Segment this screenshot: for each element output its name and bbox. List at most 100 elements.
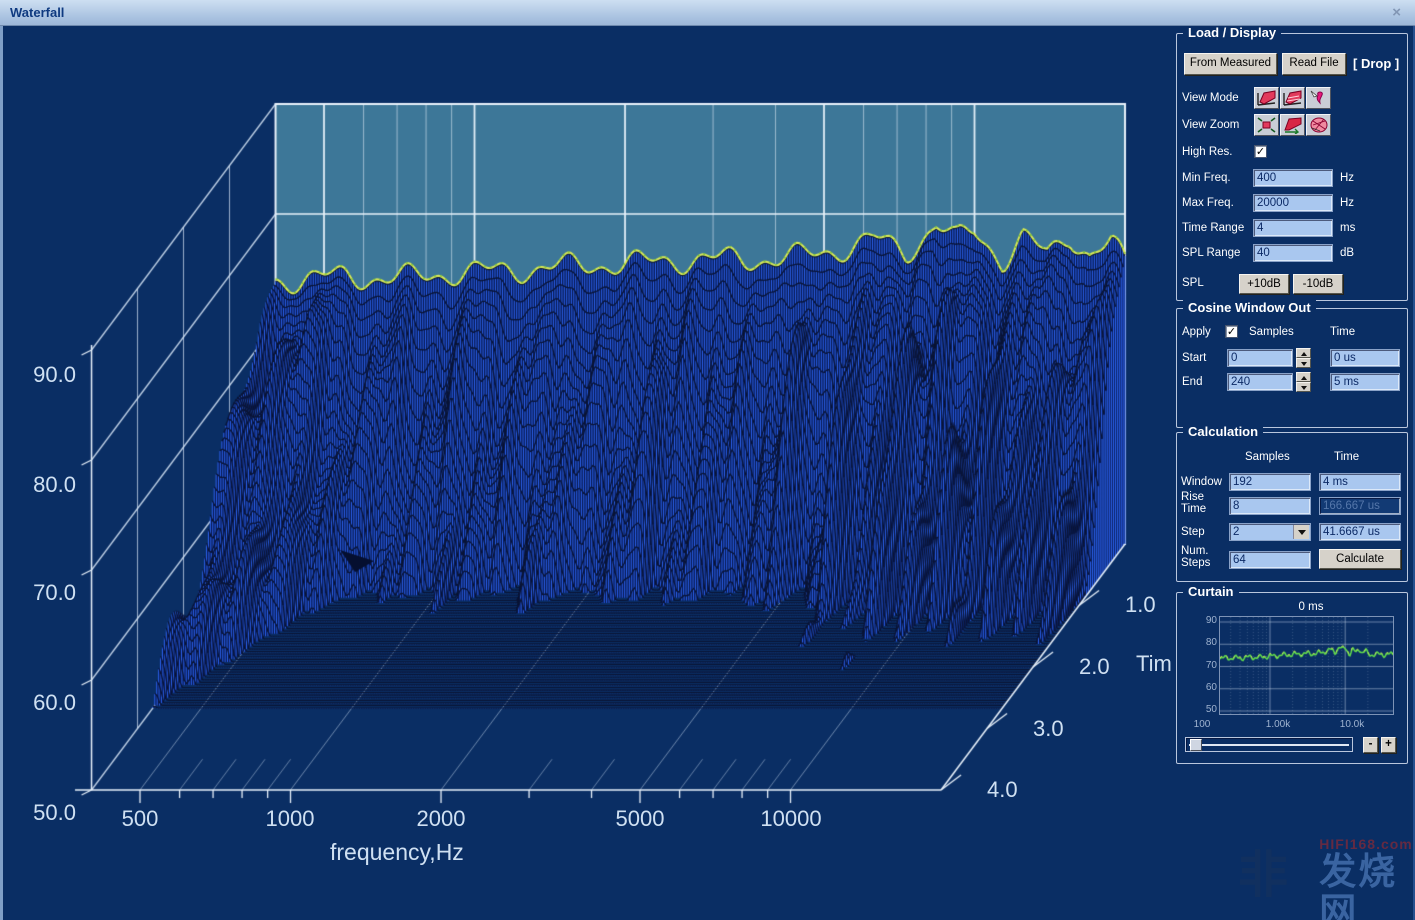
group-title: Cosine Window Out: [1183, 300, 1316, 315]
spinner-up-icon[interactable]: [1296, 348, 1311, 358]
freq-tick-label: 1000: [265, 806, 315, 831]
freq-tick-label: 10000: [760, 806, 822, 831]
rise-time-field: 166.667 us: [1319, 497, 1401, 515]
time-tick-label: 1.0: [1125, 592, 1156, 617]
start-label: Start: [1182, 352, 1207, 364]
read-file-button[interactable]: Read File: [1282, 53, 1346, 75]
view-mode-mesh-icon[interactable]: [1280, 87, 1305, 109]
high-res-checkbox[interactable]: ✓: [1254, 145, 1267, 158]
time-tick-label: 4.0: [987, 777, 1018, 802]
spl-tick-label: 90.0: [33, 362, 76, 387]
spl-range-label: SPL Range: [1182, 247, 1241, 259]
end-spinner[interactable]: [1296, 372, 1311, 392]
freq-axis-title: frequency,Hz: [330, 839, 464, 865]
group-curtain: Curtain 0 ms 90 80 70 60 50 100 1.00k 10…: [1176, 584, 1408, 764]
high-res-label: High Res.: [1182, 146, 1233, 158]
start-spinner[interactable]: [1296, 348, 1311, 368]
view-mode-point-icon[interactable]: [1306, 87, 1331, 109]
apply-checkbox[interactable]: ✓: [1225, 325, 1238, 338]
dropdown-arrow-icon[interactable]: [1293, 525, 1309, 539]
control-panel: Load / Display From Measured Read File […: [1172, 25, 1415, 920]
time-range-input[interactable]: [1253, 219, 1333, 237]
spl-range-input[interactable]: [1253, 244, 1333, 262]
rise-samples-input[interactable]: [1229, 497, 1311, 515]
time-tick-label: 2.0: [1079, 654, 1110, 679]
zoom-window-icon[interactable]: [1306, 114, 1331, 136]
samples-header: Samples: [1249, 326, 1294, 338]
watermark: 非常 HIFI168.com 发烧网: [1238, 836, 1415, 920]
spl-tick-label: 50.0: [33, 800, 76, 825]
group-load-display: Load / Display From Measured Read File […: [1176, 25, 1408, 301]
curtain-time-label: 0 ms: [1298, 601, 1324, 613]
curtain-minus-button[interactable]: -: [1363, 737, 1378, 753]
spl-range-unit: dB: [1340, 247, 1355, 259]
window-samples-input[interactable]: [1229, 473, 1311, 491]
time-tick-label: 3.0: [1033, 716, 1064, 741]
freq-tick-label: 2000: [416, 806, 466, 831]
start-time-field: 0 us: [1330, 349, 1400, 367]
rise-time-label: Rise Time: [1181, 491, 1207, 515]
spinner-down-icon[interactable]: [1296, 382, 1311, 392]
spinner-down-icon[interactable]: [1296, 358, 1311, 368]
freq-tick-label: 5000: [615, 806, 665, 831]
group-title: Curtain: [1183, 584, 1239, 599]
spl-tick-label: 80.0: [33, 472, 76, 497]
watermark-glyphs: 非常: [1238, 847, 1288, 903]
close-icon[interactable]: ×: [1392, 4, 1401, 21]
spl-minus-10db-button[interactable]: -10dB: [1293, 274, 1343, 294]
curtain-y-label: 50: [1205, 704, 1217, 715]
window-time-field: 4 ms: [1319, 473, 1401, 491]
min-freq-unit: Hz: [1340, 172, 1355, 184]
spl-tick-label: 60.0: [33, 690, 76, 715]
group-title: Calculation: [1183, 424, 1264, 439]
step-value: 2: [1233, 526, 1240, 538]
zoom-in-icon[interactable]: [1280, 114, 1305, 136]
spinner-up-icon[interactable]: [1296, 372, 1311, 382]
time-header: Time: [1330, 326, 1356, 338]
end-samples-input[interactable]: [1227, 373, 1293, 391]
watermark-name: 发烧网: [1319, 851, 1398, 920]
max-freq-label: Max Freq.: [1182, 197, 1234, 209]
start-samples-input[interactable]: [1227, 349, 1293, 367]
curtain-y-label: 80: [1205, 637, 1217, 648]
slider-rail: [1189, 744, 1349, 746]
spl-plus-10db-button[interactable]: +10dB: [1239, 274, 1289, 294]
samples-header: Samples: [1245, 451, 1290, 463]
step-dropdown[interactable]: 2: [1229, 523, 1311, 541]
end-label: End: [1182, 376, 1203, 388]
max-freq-unit: Hz: [1340, 197, 1355, 209]
curtain-y-label: 70: [1205, 660, 1217, 671]
curtain-slider[interactable]: [1185, 737, 1353, 752]
zoom-extents-icon[interactable]: [1254, 114, 1279, 136]
window-right-border: [1413, 26, 1415, 920]
slider-thumb[interactable]: [1190, 739, 1202, 751]
curtain-y-label: 90: [1205, 615, 1217, 626]
min-freq-input[interactable]: [1253, 169, 1333, 187]
view-mode-solid-icon[interactable]: [1254, 87, 1279, 109]
step-label: Step: [1181, 526, 1205, 538]
curtain-x-label: 1.00k: [1265, 719, 1291, 730]
curtain-x-label: 10.0k: [1339, 719, 1365, 730]
freq-tick-label: 500: [121, 806, 159, 831]
title-bar: Waterfall ×: [0, 0, 1415, 26]
drop-label: [ Drop ]: [1353, 56, 1400, 71]
window-label: Window: [1181, 476, 1222, 488]
end-time-field: 5 ms: [1330, 373, 1400, 391]
window-left-border: [0, 26, 3, 920]
group-cosine-window: Cosine Window Out Apply ✓ Samples Time S…: [1176, 300, 1408, 428]
calculate-button[interactable]: Calculate: [1319, 549, 1401, 569]
group-calculation: Calculation Samples Time Window 4 ms Ris…: [1176, 424, 1408, 582]
min-freq-label: Min Freq.: [1182, 172, 1231, 184]
time-header: Time: [1334, 451, 1360, 463]
num-steps-input[interactable]: [1229, 551, 1311, 569]
from-measured-button[interactable]: From Measured: [1184, 53, 1277, 75]
group-title: Load / Display: [1183, 25, 1282, 40]
num-steps-label: Num. Steps: [1181, 545, 1211, 569]
apply-label: Apply: [1182, 326, 1211, 338]
max-freq-input[interactable]: [1253, 194, 1333, 212]
curtain-x-label: 100: [1193, 719, 1211, 730]
curtain-plus-button[interactable]: +: [1381, 737, 1396, 753]
time-range-label: Time Range: [1182, 222, 1245, 234]
spl-label: SPL: [1182, 277, 1204, 289]
